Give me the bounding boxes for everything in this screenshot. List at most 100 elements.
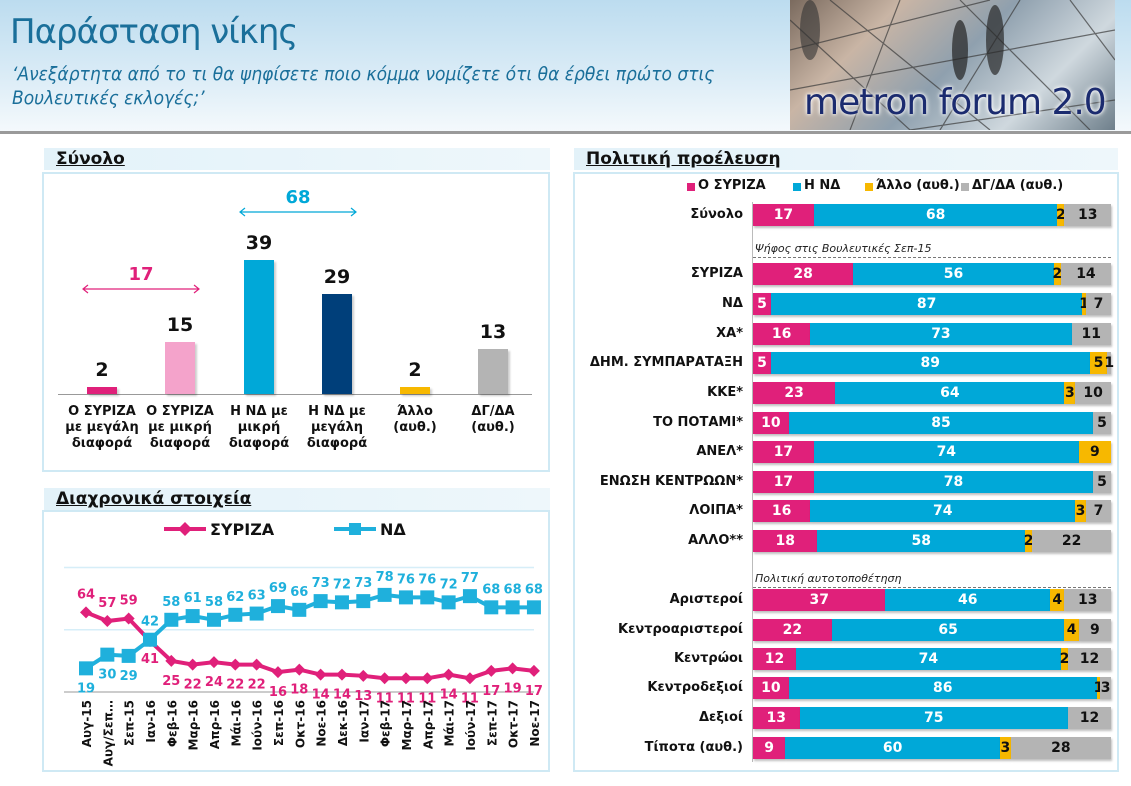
group-label: Ψήφος στις Βουλευτικές Σεπ-15 [755, 242, 932, 255]
segment-value-label: 17 [773, 474, 794, 490]
bar-segment: 17 [753, 441, 814, 463]
data-label: 76 [418, 572, 436, 587]
segment-value-label: 12 [1079, 710, 1100, 726]
bar-segment: 17 [753, 204, 814, 226]
bar-segment: 65 [831, 619, 1065, 641]
segment-value-label: 9 [1090, 444, 1100, 460]
data-label: 18 [290, 683, 308, 698]
bar-segment: 17 [753, 471, 814, 493]
data-label: 63 [248, 589, 266, 604]
segment-value-label: 14 [1076, 266, 1096, 282]
x-tick-label: Μαρ-17 [400, 700, 414, 750]
data-point-square [100, 647, 115, 662]
data-point-square [462, 589, 477, 604]
row-label: ΝΔ [722, 296, 743, 311]
bar-segment: 23 [753, 382, 836, 404]
segment-value-label: 87 [916, 296, 937, 312]
data-label: 73 [354, 576, 372, 591]
data-point-diamond [506, 662, 519, 675]
row-label: Κεντροδεξιοί [647, 680, 743, 695]
row-label: ΔΗΜ. ΣΥΜΠΑΡΑΤΑΞΗ [589, 355, 743, 370]
bar-segment: 75 [799, 707, 1069, 729]
data-point-diamond [293, 663, 306, 676]
axis-line [58, 394, 532, 395]
bar-segment: 28 [1010, 737, 1111, 759]
difference-label: 17 [128, 264, 154, 285]
legend-label: ΣΥΡΙΖΑ [210, 520, 275, 539]
bar-segment: 3 [1100, 677, 1111, 699]
segment-value-label: 5 [1093, 355, 1104, 371]
legend-label: Ο ΣΥΡΙΖΑ [698, 178, 766, 193]
bar-value-label: 15 [166, 314, 194, 337]
data-label: 57 [98, 596, 116, 611]
question-text: ‘Ανεξάρτητα από το τι θα ψηφίσετε ποιο κ… [12, 63, 715, 109]
data-label: 22 [184, 678, 202, 693]
bar-segment: 1 [1094, 677, 1103, 699]
data-label: 13 [354, 689, 372, 704]
bar-segment: 18 [753, 530, 818, 552]
data-point-diamond [207, 656, 220, 669]
row-label: ΑΝΕΛ* [696, 444, 743, 459]
legend-swatch-icon [865, 183, 873, 191]
segment-value-label: 16 [771, 326, 792, 342]
row-label: Δεξιοί [698, 710, 743, 725]
segment-value-label: 17 [773, 207, 794, 223]
segment-value-label: 13 [1077, 207, 1098, 223]
segment-value-label: 12 [1079, 651, 1100, 667]
segment-value-label: 9 [1090, 622, 1100, 638]
bar-segment: 9 [1078, 441, 1111, 463]
segment-value-label: 74 [936, 444, 957, 460]
data-point-diamond [421, 672, 434, 685]
data-point-square [526, 600, 541, 615]
bar-segment: 64 [835, 382, 1065, 404]
row-label: ΛΟΙΠΑ* [689, 503, 743, 518]
segment-value-label: 60 [882, 740, 903, 756]
legend-label: Άλλο (αυθ.) [876, 178, 960, 193]
x-tick-label: Αυγ-15 [80, 700, 94, 747]
row-label: Κεντροαριστεροί [618, 622, 743, 637]
data-label: 58 [162, 595, 180, 610]
legend-label: Η ΝΔ [804, 178, 841, 193]
segment-value-label: 3 [1100, 680, 1111, 696]
bar-segment: 73 [810, 323, 1072, 345]
data-label: 24 [205, 675, 223, 690]
data-label: 41 [141, 652, 159, 667]
x-tick-label: Σεπ-15 [123, 700, 137, 746]
data-point-diamond [271, 666, 284, 679]
bar-segment: 12 [1068, 648, 1111, 670]
bar-segment: 16 [753, 500, 811, 522]
data-point-square [79, 661, 93, 676]
bar [244, 259, 274, 394]
legend-square-marker-icon [349, 523, 361, 535]
category-label: Ο ΣΥΡΙΖΑ με μικρή διαφορά [146, 404, 214, 451]
data-label: 14 [440, 688, 458, 703]
data-label: 76 [397, 572, 415, 587]
section-trend-header: Διαχρονικά στοιχεία [44, 488, 550, 510]
segment-value-label: 3 [1000, 740, 1011, 756]
bar-segment: 89 [770, 352, 1090, 374]
x-tick-label: Μάι-17 [443, 700, 457, 747]
bar-segment: 74 [813, 441, 1079, 463]
bar-segment: 87 [770, 293, 1083, 315]
bar-segment: 7 [1085, 293, 1111, 315]
section-total-header: Σύνολο [44, 148, 550, 170]
segment-value-label: 73 [931, 326, 951, 342]
data-label: 17 [482, 684, 500, 699]
section-title: Πολιτική προέλευση [586, 149, 781, 169]
row-label: ΑΛΛΟ** [688, 533, 743, 548]
data-point-square [420, 590, 435, 605]
bar-segment: 13 [1064, 204, 1111, 226]
legend-swatch-icon [687, 183, 695, 191]
segment-value-label: 46 [958, 592, 978, 608]
bar-segment: 13 [753, 707, 800, 729]
data-point-diamond [80, 606, 92, 619]
segment-value-label: 3 [1075, 503, 1086, 519]
bar-segment: 37 [753, 589, 886, 611]
category-label: Η ΝΔ με μεγάλη διαφορά [306, 404, 368, 451]
bar [87, 387, 117, 394]
data-label: 59 [120, 594, 138, 609]
bar-segment: 16 [753, 323, 811, 345]
data-label: 42 [141, 615, 159, 630]
x-tick-label: Μάι-16 [229, 700, 243, 747]
data-point-square [313, 594, 328, 609]
